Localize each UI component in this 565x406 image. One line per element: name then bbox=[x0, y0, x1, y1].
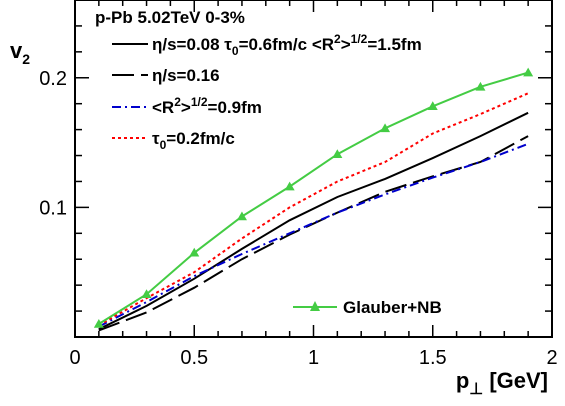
data-point-marker bbox=[94, 319, 104, 328]
legend-label-1: η/s=0.08 τ0=0.6fm/c <R2>1/2=1.5fm bbox=[152, 32, 422, 58]
data-point-marker bbox=[332, 149, 342, 158]
data-point-marker bbox=[523, 68, 533, 77]
x-axis-title: p⊥ [GeV] bbox=[456, 368, 548, 398]
x-tick-label: 2 bbox=[546, 347, 557, 369]
legend-label-2: η/s=0.16 bbox=[152, 66, 220, 85]
data-point-marker bbox=[285, 182, 295, 191]
y-tick-label: 0.2 bbox=[39, 68, 67, 90]
series-line-2 bbox=[99, 136, 528, 330]
legend-label-4: τ0=0.2fm/c bbox=[152, 129, 235, 152]
x-tick-label: 1 bbox=[308, 347, 319, 369]
data-point-marker bbox=[237, 211, 247, 220]
x-tick-label: 0.5 bbox=[180, 347, 208, 369]
y-axis-title: v2 bbox=[10, 38, 30, 67]
legend-label-5: Glauber+NB bbox=[343, 298, 442, 317]
y-tick-label: 0.1 bbox=[39, 197, 67, 219]
chart-title: p-Pb 5.02TeV 0-3% bbox=[95, 8, 245, 27]
x-tick-label: 0 bbox=[69, 347, 80, 369]
x-tick-label: 1.5 bbox=[419, 347, 447, 369]
legend: η/s=0.08 τ0=0.6fm/c <R2>1/2=1.5fm η/s=0.1… bbox=[112, 32, 442, 317]
legend-label-3: <R2>1/2=0.9fm bbox=[152, 95, 262, 117]
labels: v2 p⊥ [GeV] p-Pb 5.02TeV 0-3% bbox=[10, 8, 548, 398]
